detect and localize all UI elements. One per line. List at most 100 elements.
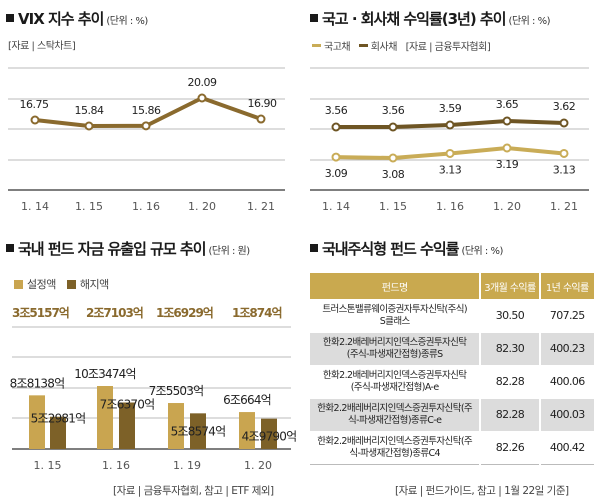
bond-legend: 국고채 회사채 [자료 | 금융투자협회] xyxy=(312,38,491,53)
vix-data-label: 20.09 xyxy=(188,76,217,89)
bar-set xyxy=(29,395,45,449)
govt-point xyxy=(331,152,341,162)
net-total-1: 2조7103억 xyxy=(86,306,144,320)
x-tick-label: 1. 20 xyxy=(244,459,272,472)
bar-redeem xyxy=(190,413,206,449)
net-total-2: 1조6929억 xyxy=(156,306,214,320)
corp-point xyxy=(445,120,455,130)
x-tick-label: 1. 20 xyxy=(188,200,216,213)
corp-point xyxy=(388,122,398,132)
x-tick-label: 1. 14 xyxy=(21,200,49,213)
vix-data-label: 15.84 xyxy=(75,104,104,117)
net-total-0: 3조5157억 xyxy=(12,306,70,320)
corp-data-label: 3.62 xyxy=(553,100,576,113)
corp-point xyxy=(331,122,341,132)
return-3m: 82.26 xyxy=(479,431,540,465)
bond-title: 국고 · 회사채 수익률(3년) 추이 (단위 : %) xyxy=(310,8,550,29)
govt-data-label: 3.13 xyxy=(439,163,462,176)
bar-set xyxy=(168,403,184,449)
x-tick-label: 1. 15 xyxy=(75,200,103,213)
govt-point xyxy=(559,148,569,158)
return-1y: 400.23 xyxy=(538,332,594,366)
return-1y: 400.42 xyxy=(538,431,594,465)
govt-data-label: 3.13 xyxy=(553,163,576,176)
vix-data-label: 15.86 xyxy=(132,104,161,117)
bar-set-label: 8조8138억 xyxy=(10,376,65,390)
col-header-1y-return: 1년 수익률 xyxy=(538,273,594,300)
bar-redeem-label: 7조6370억 xyxy=(100,398,155,412)
flow-source: [자료 | 금융투자협회, 참고 | ETF 제외] xyxy=(113,485,274,497)
x-tick-label: 1. 16 xyxy=(102,459,130,472)
fund-returns-table: 펀드명 3개월 수익률 1년 수익률 트러스톤밸류웨이증권자투자신탁(주식) S클… xyxy=(310,273,594,465)
return-3m: 30.50 xyxy=(479,299,540,333)
x-tick-label: 1. 15 xyxy=(379,200,407,213)
flow-chart: 8조8138억 10조3474억 7조5503억 6조664억 5조2981억 7조637… xyxy=(10,326,297,472)
legend-swatch-govt xyxy=(312,44,321,47)
legend-label-set: 설정액 xyxy=(27,278,56,291)
bullet-square-icon xyxy=(6,14,14,22)
vix-title: VIX 지수 추이 (단위 : %) xyxy=(6,8,148,29)
bond-unit: (단위 : %) xyxy=(508,16,551,27)
vix-unit: (단위 : %) xyxy=(106,16,148,27)
bar-set-label: 7조5503억 xyxy=(149,384,204,398)
bar-redeem xyxy=(261,418,277,449)
return-3m: 82.28 xyxy=(479,365,540,399)
x-tick-label: 1. 19 xyxy=(173,459,201,472)
vix-point xyxy=(197,93,207,103)
table-row: 한화2.2배레버리지인덱스증권투자신탁 (주식-파생재간접형)종류S 82.30 … xyxy=(310,332,594,366)
vix-source: [자료 | 스탁차트] xyxy=(8,41,76,52)
vix-point xyxy=(256,114,266,124)
return-3m: 82.28 xyxy=(479,398,540,432)
bond-chart: 3.56 3.56 3.59 3.65 3.62 3.09 3.08 3.13 3.19 3.13… xyxy=(310,67,589,213)
x-tick-label: 1. 16 xyxy=(436,200,464,213)
corp-data-label: 3.59 xyxy=(439,102,462,115)
bar-redeem-label: 5조8574억 xyxy=(171,424,226,438)
vix-data-label: 16.75 xyxy=(20,98,49,111)
bar-redeem-label: 5조2981억 xyxy=(31,412,86,426)
x-tick-label: 1. 21 xyxy=(247,200,275,213)
bullet-square-icon xyxy=(310,244,318,252)
fund-name: 트러스톤밸류웨이증권자투자신탁(주식) S클래스 xyxy=(310,299,481,333)
return-3m: 82.30 xyxy=(479,332,540,366)
flow-title: 국내 펀드 자금 유출입 규모 추이 (단위 : 원) xyxy=(6,238,250,259)
funds-unit: (단위 : %) xyxy=(461,246,503,257)
legend-label-redeem: 해지액 xyxy=(79,278,109,291)
vix-point xyxy=(141,121,151,131)
return-1y: 400.06 xyxy=(538,365,594,399)
corp-data-label: 3.65 xyxy=(496,98,519,111)
x-tick-label: 1. 20 xyxy=(493,200,521,213)
x-tick-label: 1. 21 xyxy=(550,200,578,213)
net-total-3: 1조874억 xyxy=(232,306,282,320)
x-tick-label: 1. 14 xyxy=(322,200,350,213)
govt-data-label: 3.19 xyxy=(496,158,519,171)
fund-name: 한화2.2배레버리지인덱스증권투자신탁 (주식-파생재간접형)A-e xyxy=(310,365,481,399)
bar-redeem-label: 4조9790억 xyxy=(242,430,297,444)
table-row: 트러스톤밸류웨이증권자투자신탁(주식) S클래스 30.50 707.25 xyxy=(310,299,594,333)
legend-swatch-corp xyxy=(358,44,368,47)
bar-set xyxy=(97,386,113,449)
funds-source: [자료 | 펀드가이드, 참고 | 1월 22일 기준] xyxy=(395,485,569,497)
legend-swatch-redeem xyxy=(66,280,76,289)
govt-point xyxy=(388,153,398,163)
bond-source: [자료 | 금융투자협회] xyxy=(405,42,491,53)
table-row: 한화2.2배레버리지인덱스증권투자신탁 (주식-파생재간접형)A-e 82.28 … xyxy=(310,365,594,399)
table-row: 한화2.2배레버리지인덱스증권투자신탁(주 식-파생재간접형)종류C-e 82.2… xyxy=(310,398,594,432)
col-header-fund-name: 펀드명 xyxy=(310,273,481,300)
funds-title: 국내주식형 펀드 수익률 (단위 : %) xyxy=(310,238,503,259)
govt-data-label: 3.09 xyxy=(325,167,348,180)
fund-name: 한화2.2배레버리지인덱스증권투자신탁(주 식-파생재간접형)종류C4 xyxy=(310,431,481,465)
corp-point xyxy=(559,118,569,128)
legend-label-corp: 회사채 xyxy=(370,42,398,53)
vix-point xyxy=(84,121,94,131)
return-1y: 400.03 xyxy=(538,398,594,432)
flow-unit: (단위 : 원) xyxy=(208,246,251,257)
bar-redeem xyxy=(50,416,66,449)
govt-data-label: 3.08 xyxy=(382,168,405,181)
bar-set-label: 6조664억 xyxy=(223,393,271,407)
corp-data-label: 3.56 xyxy=(382,104,405,117)
corp-point xyxy=(502,116,512,126)
vix-chart: 16.75 15.84 15.86 20.09 16.90 1. 14 1. 15 1. 16… xyxy=(8,67,285,213)
x-tick-label: 1. 15 xyxy=(34,459,62,472)
vix-point xyxy=(30,115,40,125)
flow-legend: 설정액 해지액 xyxy=(14,276,109,292)
